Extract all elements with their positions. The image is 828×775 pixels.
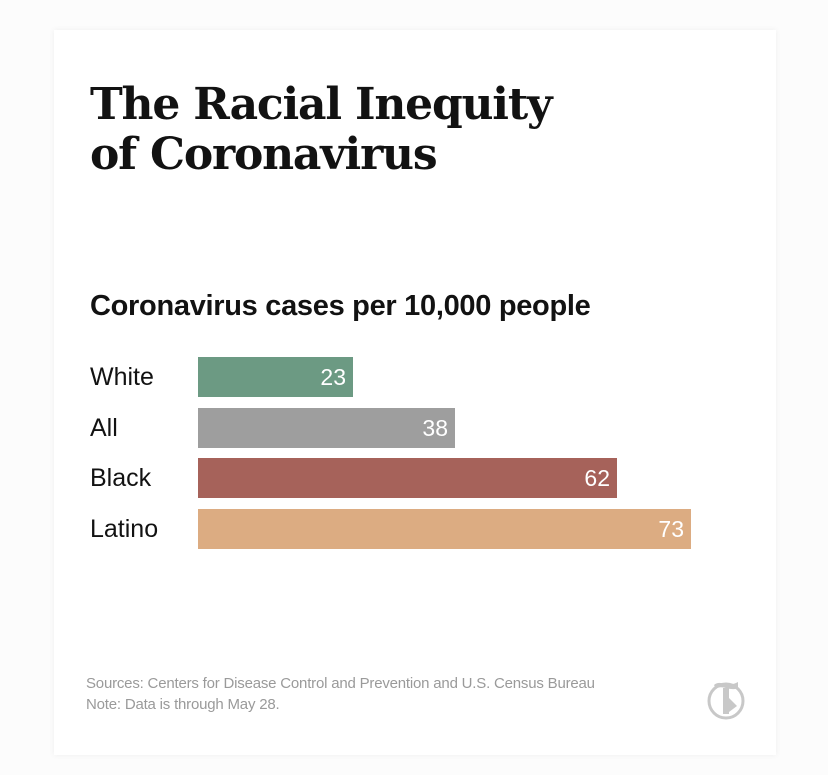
chart-footer: Sources: Centers for Disease Control and…: [86, 673, 595, 715]
logo-stem: [723, 688, 729, 714]
category-label-black: Black: [90, 464, 152, 492]
logo-flag: [714, 682, 738, 690]
sources-note: Sources: Centers for Disease Control and…: [86, 675, 595, 692]
bar-value-white: 23: [320, 364, 346, 390]
title-line-2: of Coronavirus: [90, 129, 438, 180]
logo-wedge: [729, 698, 737, 712]
bar-value-black: 62: [584, 465, 610, 491]
title-line-1: The Racial Inequity: [90, 79, 553, 130]
page-title: The Racial Inequity of Coronavirus: [90, 80, 650, 180]
bar-value-latino: 73: [658, 516, 684, 542]
graphic-card: [54, 30, 776, 755]
nyt-logo-icon: [707, 682, 745, 720]
bar-black: 62: [198, 458, 617, 498]
category-label-latino: Latino: [90, 515, 159, 543]
category-label-white: White: [90, 363, 154, 391]
bar-all: 38: [198, 408, 455, 448]
chart-title: Coronavirus cases per 10,000 people: [90, 290, 591, 322]
bar-white: 23: [198, 357, 353, 397]
bar-latino: 73: [198, 509, 691, 549]
category-label-all: All: [90, 414, 118, 442]
bar-value-all: 38: [422, 415, 448, 441]
data-note: Note: Data is through May 28.: [86, 696, 280, 713]
